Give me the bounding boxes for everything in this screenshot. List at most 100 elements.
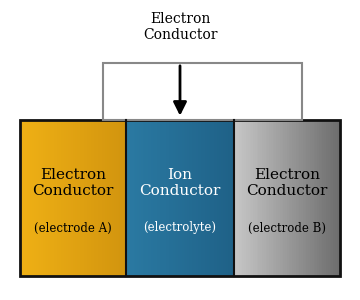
Bar [232, 120, 234, 276]
Bar [121, 120, 123, 276]
Bar [54, 120, 56, 276]
Bar [82, 120, 84, 276]
Bar [68, 120, 70, 276]
Bar [274, 120, 276, 276]
Bar [335, 120, 337, 276]
Bar [59, 120, 61, 276]
Bar [193, 120, 195, 276]
Bar [78, 120, 81, 276]
Bar [143, 120, 145, 276]
Bar [94, 120, 96, 276]
Bar [303, 120, 305, 276]
Bar [39, 120, 41, 276]
Bar [120, 120, 122, 276]
Bar [253, 120, 255, 276]
Bar [248, 120, 250, 276]
Bar [294, 120, 296, 276]
Bar [87, 120, 90, 276]
Bar [314, 120, 316, 276]
Bar [159, 120, 161, 276]
Bar [328, 120, 330, 276]
Bar [29, 120, 31, 276]
Bar [273, 120, 275, 276]
Bar [144, 120, 147, 276]
Bar [338, 120, 341, 276]
Bar [292, 120, 294, 276]
Text: (electrode A): (electrode A) [34, 221, 112, 235]
Bar [326, 120, 328, 276]
Bar [212, 120, 214, 276]
Bar [242, 120, 244, 276]
Bar [234, 120, 236, 276]
Bar [166, 120, 168, 276]
Bar [150, 120, 152, 276]
Bar [107, 120, 109, 276]
Bar [203, 120, 205, 276]
Bar [139, 120, 141, 276]
Bar [141, 120, 143, 276]
Bar [173, 120, 175, 276]
Bar [100, 120, 102, 276]
Bar [185, 120, 188, 276]
Bar [20, 120, 340, 276]
Bar [287, 120, 289, 276]
Bar [155, 120, 157, 276]
Bar [228, 120, 230, 276]
Bar [226, 120, 229, 276]
Bar [25, 120, 27, 276]
Bar [45, 120, 47, 276]
Bar [132, 120, 134, 276]
Bar [199, 120, 202, 276]
Bar [198, 120, 200, 276]
Bar [157, 120, 159, 276]
Bar [230, 120, 232, 276]
Bar [282, 120, 284, 276]
Bar [164, 120, 166, 276]
Bar [264, 120, 266, 276]
Bar [152, 120, 154, 276]
Bar [41, 120, 43, 276]
Bar [52, 120, 54, 276]
Bar [176, 120, 179, 276]
Bar [289, 120, 291, 276]
Bar [210, 120, 212, 276]
Bar [180, 120, 182, 276]
Bar [223, 120, 225, 276]
Bar [125, 120, 127, 276]
Text: Electron
Conductor: Electron Conductor [32, 168, 114, 198]
Bar [196, 120, 198, 276]
Bar [148, 120, 150, 276]
Bar [329, 120, 332, 276]
Bar [296, 120, 298, 276]
Bar [260, 120, 262, 276]
Bar [130, 120, 132, 276]
Bar [240, 120, 243, 276]
Bar [194, 120, 197, 276]
Bar [34, 120, 36, 276]
Bar [216, 120, 218, 276]
Bar [205, 120, 207, 276]
Bar [77, 120, 79, 276]
Bar [331, 120, 333, 276]
Bar [69, 120, 72, 276]
Bar [134, 120, 136, 276]
Bar [187, 120, 189, 276]
Bar [276, 120, 278, 276]
Bar [50, 120, 52, 276]
Bar [337, 120, 339, 276]
Bar [126, 120, 129, 276]
Bar [46, 120, 49, 276]
Bar [22, 120, 24, 276]
Bar [319, 120, 321, 276]
Bar [323, 120, 325, 276]
Bar [251, 120, 253, 276]
Bar [310, 120, 312, 276]
Bar [312, 120, 314, 276]
Bar [116, 120, 118, 276]
Bar [118, 120, 120, 276]
Bar [291, 120, 293, 276]
Bar [93, 120, 95, 276]
Bar [55, 120, 58, 276]
Bar [20, 120, 22, 276]
Bar [91, 120, 93, 276]
